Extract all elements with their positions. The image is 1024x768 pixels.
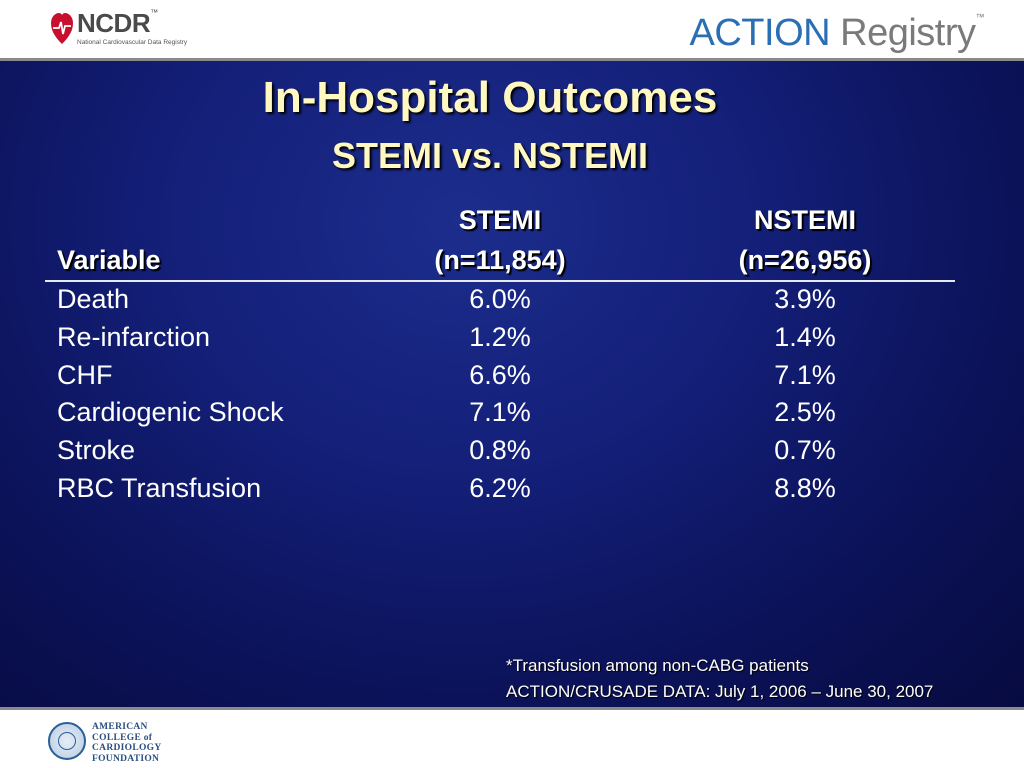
row-stemi-value: 7.1% (469, 397, 531, 427)
nstemi-header: NSTEMI (753, 205, 856, 235)
row-stemi-value: 6.6% (469, 360, 531, 390)
row-variable: Stroke (57, 435, 136, 465)
heart-icon (51, 13, 73, 44)
footnote: *Transfusion among non-CABG patients ACT… (506, 653, 933, 705)
row-nstemi-value: 0.7% (774, 435, 836, 465)
row-nstemi-value: 1.4% (774, 322, 836, 352)
row-nstemi-value: 7.1% (774, 360, 836, 390)
slide-body: In-Hospital Outcomes STEMI vs. NSTEMI ST… (0, 61, 1024, 707)
row-stemi-value: 1.2% (469, 322, 531, 352)
ncdr-logo: NCDR™ National Cardiovascular Data Regis… (50, 8, 200, 50)
acc-logo-text: AMERICAN COLLEGE of CARDIOLOGY FOUNDATIO… (92, 722, 162, 764)
row-stemi-value: 6.0% (469, 284, 531, 314)
acc-line-4: FOUNDATION (92, 753, 160, 764)
ncdr-logo-text: NCDR™ (77, 8, 158, 38)
footer-bar: AMERICAN COLLEGE of CARDIOLOGY FOUNDATIO… (0, 707, 1024, 768)
row-nstemi-value: 8.8% (774, 473, 836, 503)
nstemi-n-header: (n=26,956) (738, 245, 872, 275)
stemi-n-header: (n=11,854) (434, 245, 566, 275)
action-registry-logo: ACTION Registry™ (689, 12, 985, 55)
slide-title: In-Hospital Outcomes (262, 73, 718, 122)
footnote-transfusion: *Transfusion among non-CABG patients (506, 656, 809, 675)
action-tm: ™ (975, 12, 985, 22)
row-variable: Cardiogenic Shock (57, 397, 284, 427)
acc-seal-icon (48, 722, 86, 760)
acc-line-2: COLLEGE of (92, 732, 153, 743)
registry-word: Registry (830, 12, 976, 54)
slide-subtitle: STEMI vs. NSTEMI (331, 135, 649, 176)
ncdr-logo-subtitle: National Cardiovascular Data Registry (77, 39, 188, 46)
stemi-header: STEMI (458, 205, 542, 235)
header-bar: NCDR™ National Cardiovascular Data Regis… (0, 0, 1024, 61)
row-variable: Re-infarction (57, 322, 211, 352)
row-variable: Death (57, 284, 130, 314)
row-nstemi-value: 3.9% (774, 284, 836, 314)
header-divider (45, 280, 955, 282)
acc-seal-inner (58, 732, 76, 750)
acc-line-3: CARDIOLOGY (92, 743, 162, 753)
variable-header: Variable (57, 245, 161, 275)
row-variable: RBC Transfusion (57, 473, 262, 503)
footnote-data-source: ACTION/CRUSADE DATA: July 1, 2006 – June… (506, 682, 934, 701)
row-nstemi-value: 2.5% (774, 397, 836, 427)
row-stemi-value: 6.2% (469, 473, 531, 503)
row-variable: CHF (57, 360, 113, 390)
row-stemi-value: 0.8% (469, 435, 531, 465)
action-word: ACTION (689, 12, 831, 54)
acc-line-1: AMERICAN (92, 722, 148, 732)
